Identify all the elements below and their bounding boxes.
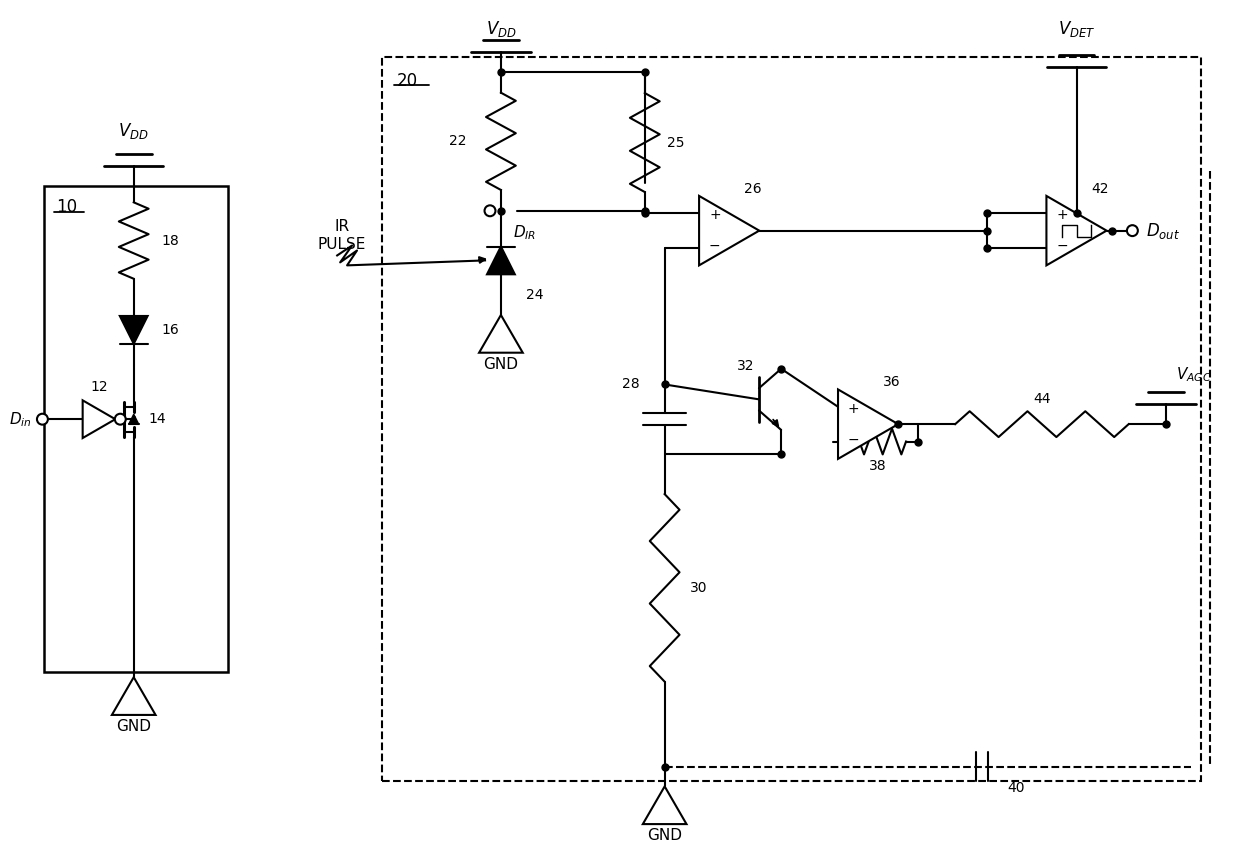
Text: −: − (709, 239, 720, 253)
Text: −: − (848, 432, 859, 447)
Text: 14: 14 (149, 412, 166, 426)
Bar (382, 57, 1200, 782)
Text: $V_{DD}$: $V_{DD}$ (486, 19, 516, 39)
Text: 44: 44 (1033, 393, 1050, 406)
Text: +: + (848, 402, 859, 416)
Polygon shape (129, 415, 139, 424)
Text: −: − (1056, 239, 1068, 253)
Text: 30: 30 (689, 581, 707, 595)
Polygon shape (838, 389, 898, 459)
Text: GND: GND (484, 357, 518, 372)
Bar (45, 186, 228, 673)
Text: 40: 40 (1007, 782, 1024, 795)
Text: 22: 22 (449, 135, 466, 148)
Text: 10: 10 (56, 198, 77, 216)
Text: $D_{out}$: $D_{out}$ (1146, 221, 1180, 240)
Text: $D_{IR}$: $D_{IR}$ (513, 223, 536, 242)
Text: 36: 36 (883, 376, 900, 389)
Polygon shape (120, 316, 148, 343)
Circle shape (115, 414, 125, 425)
Text: 20: 20 (397, 72, 418, 90)
Circle shape (1127, 225, 1138, 236)
Polygon shape (83, 400, 115, 438)
Text: $V_{DD}$: $V_{DD}$ (118, 121, 149, 141)
Text: GND: GND (117, 719, 151, 734)
Text: IR
PULSE: IR PULSE (317, 219, 366, 252)
Text: 12: 12 (91, 381, 108, 394)
Polygon shape (1047, 196, 1106, 266)
Text: 25: 25 (667, 135, 684, 150)
Polygon shape (487, 246, 515, 274)
Text: 26: 26 (744, 182, 761, 196)
Text: 42: 42 (1091, 182, 1109, 196)
Text: 18: 18 (161, 233, 180, 248)
Text: 16: 16 (161, 323, 180, 337)
Text: 24: 24 (526, 288, 543, 302)
Text: 38: 38 (869, 459, 887, 473)
Text: GND: GND (647, 828, 682, 843)
Circle shape (485, 206, 496, 217)
Text: $V_{AGC}$: $V_{AGC}$ (1176, 365, 1211, 384)
Text: +: + (709, 208, 720, 222)
Text: $V_{DET}$: $V_{DET}$ (1058, 19, 1095, 39)
Polygon shape (699, 196, 759, 266)
Text: 28: 28 (622, 377, 640, 392)
Text: 32: 32 (737, 359, 754, 373)
Text: $D_{in}$: $D_{in}$ (9, 409, 31, 429)
Circle shape (37, 414, 48, 425)
Text: +: + (1056, 208, 1068, 222)
